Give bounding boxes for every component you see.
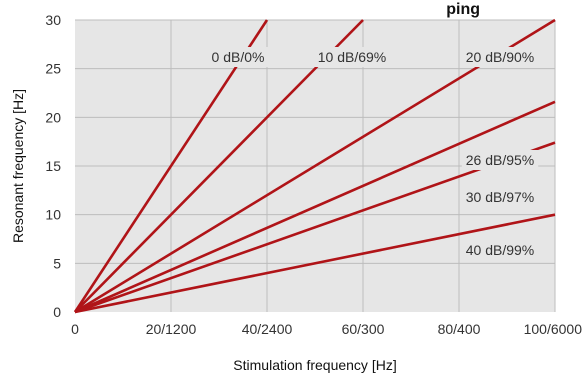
chart-title: ping: [446, 1, 480, 18]
y-tick-label: 5: [53, 255, 61, 271]
series-label-background: [207, 47, 269, 67]
x-tick-label: 0: [71, 321, 79, 337]
series-label: 30 dB/97%: [466, 189, 535, 205]
series-line: [73, 19, 269, 313]
series-label: 26 dB/95%: [466, 152, 535, 168]
y-axis-ticks: 0 5 10 15 20 25 30: [45, 12, 61, 320]
series-label-background: [313, 47, 391, 67]
y-axis-title: Resonant frequency [Hz]: [10, 89, 26, 243]
x-tick-label: 40/2400: [242, 321, 293, 337]
series-line: [74, 100, 556, 314]
y-tick-label: 0: [53, 304, 61, 320]
y-tick-label: 20: [45, 109, 61, 125]
series-label: 20 dB/90%: [466, 49, 535, 65]
series-label: 0 dB/0%: [212, 49, 265, 65]
series-label-background: [461, 47, 539, 67]
x-tick-label: 80/400: [438, 321, 481, 337]
x-tick-label: 60/300: [342, 321, 385, 337]
series-line: [74, 141, 556, 314]
y-tick-label: 15: [45, 158, 61, 174]
x-tick-label: 20/1200: [146, 321, 197, 337]
series-line: [74, 213, 556, 314]
series-label-background: [461, 150, 539, 170]
series-lines: [73, 18, 556, 314]
series-labels: 0 dB/0% 10 dB/69% 20 dB/90% 26 dB/95% 30 dB/…: [207, 47, 539, 260]
series-line: [74, 19, 364, 313]
x-axis-title: Stimulation frequency [Hz]: [233, 357, 396, 373]
series-label-background: [461, 187, 539, 207]
x-tick-label: 100/6000: [524, 321, 583, 337]
series-label: 10 dB/69%: [318, 49, 387, 65]
series-label: 40 dB/99%: [466, 242, 535, 258]
y-tick-label: 25: [45, 61, 61, 77]
y-tick-label: 30: [45, 12, 61, 28]
y-tick-label: 10: [45, 207, 61, 223]
series-line: [74, 18, 556, 314]
x-axis-ticks: 0 20/1200 40/2400 60/300 80/400 100/6000: [71, 321, 582, 337]
series-label-background: [461, 240, 539, 260]
